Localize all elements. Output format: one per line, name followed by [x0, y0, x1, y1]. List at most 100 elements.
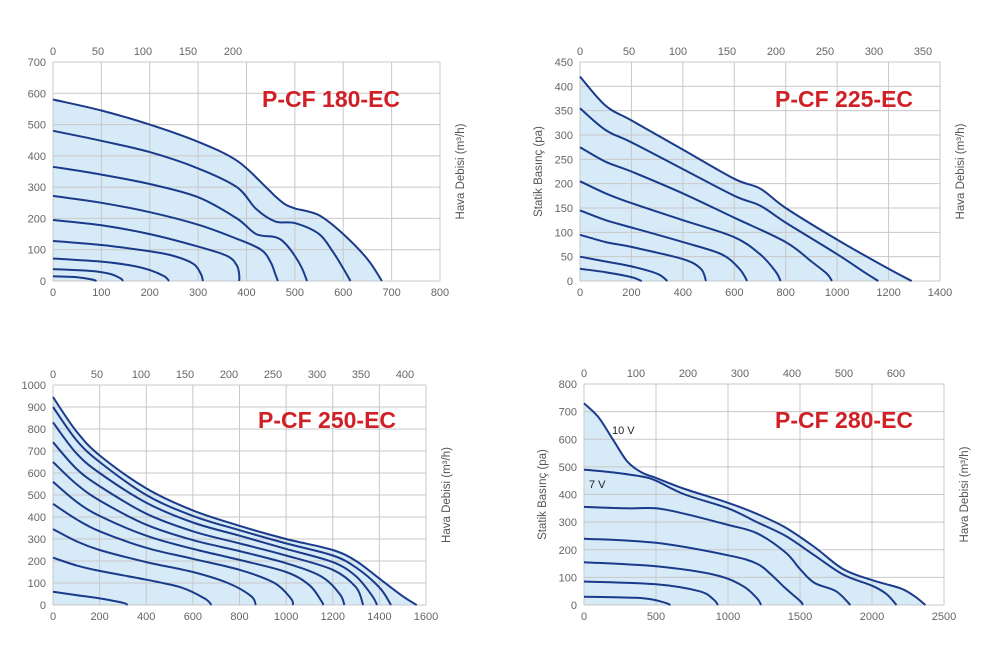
top-tick-label: 50	[623, 46, 635, 58]
top-tick-label: 50	[92, 46, 104, 58]
operating-area-fill	[580, 76, 912, 281]
x-tick-label: 400	[674, 287, 692, 299]
top-tick-label: 500	[835, 368, 853, 380]
x-tick-label: 500	[286, 287, 304, 299]
top-tick-label: 400	[396, 369, 414, 381]
y-tick-label: 400	[28, 512, 46, 524]
x-tick-label: 1200	[876, 287, 900, 299]
top-tick-label: 0	[50, 46, 56, 58]
fan-curve-4	[579, 180, 782, 282]
top-tick-label: 150	[176, 369, 194, 381]
top-tick-label: 200	[220, 369, 238, 381]
top-tick-label: 100	[132, 369, 150, 381]
y-tick-label: 400	[28, 151, 46, 163]
x-tick-label: 700	[382, 287, 400, 299]
y-tick-label: 0	[571, 600, 577, 612]
operating-area-fill	[584, 403, 926, 605]
fan-curve-9	[52, 275, 97, 282]
fan-curve-4	[583, 537, 804, 606]
y-tick-label: 500	[559, 462, 577, 474]
x-tick-label: 100	[92, 287, 110, 299]
fan-curve-7	[52, 257, 170, 282]
x-tick-label: 200	[90, 611, 108, 623]
x-tick-label: 1000	[825, 287, 849, 299]
top-tick-label: 350	[352, 369, 370, 381]
right-axis-label: Hava Debisi (m³/h)	[959, 446, 971, 542]
fan-curve-9	[52, 556, 213, 606]
chart-title: P-CF 250-EC	[258, 407, 396, 433]
y-tick-label: 100	[28, 245, 46, 257]
x-tick-label: 1500	[788, 611, 812, 623]
x-tick-label: 1200	[321, 611, 345, 623]
x-tick-label: 400	[137, 611, 155, 623]
chart-title: P-CF 180-EC	[262, 86, 400, 112]
fan-curve-1	[52, 396, 418, 606]
fan-curve-1	[579, 75, 913, 282]
y-tick-label: 350	[555, 106, 573, 118]
fan-curve-7	[579, 255, 669, 282]
y-tick-label: 250	[555, 154, 573, 166]
fan-curve-2	[579, 107, 879, 282]
y-tick-label: 600	[28, 88, 46, 100]
y-tick-label: 400	[555, 81, 573, 93]
fan-curve-6	[52, 240, 204, 282]
y-axis-label: Statik Basınç (pa)	[537, 449, 549, 540]
y-tick-label: 800	[559, 379, 577, 391]
top-tick-label: 300	[865, 46, 883, 58]
fan-curve-3	[52, 421, 378, 606]
y-tick-label: 200	[555, 179, 573, 191]
fan-curve-10	[52, 590, 129, 606]
x-tick-label: 1000	[716, 611, 740, 623]
top-tick-label: 150	[718, 46, 736, 58]
x-tick-label: 1000	[274, 611, 298, 623]
top-tick-label: 50	[91, 369, 103, 381]
top-tick-label: 100	[669, 46, 687, 58]
fan-curve-5	[52, 461, 346, 606]
right-axis-label: Hava Debisi (m³/h)	[455, 123, 467, 219]
y-tick-label: 0	[40, 600, 46, 612]
y-tick-label: 50	[561, 252, 573, 264]
y-tick-label: 700	[28, 446, 46, 458]
chart-panel-1: 0 100 200 300 400 500 600 700 800010020030040050…	[28, 46, 467, 299]
fan-curve-2	[52, 406, 392, 606]
y-tick-label: 300	[28, 182, 46, 194]
y-tick-label: 0	[40, 276, 46, 288]
right-axis-label: Hava Debisi (m³/h)	[441, 447, 453, 543]
top-tick-label: 250	[816, 46, 834, 58]
y-tick-label: 700	[28, 57, 46, 69]
x-tick-label: 1400	[928, 287, 952, 299]
top-tick-label: 100	[134, 46, 152, 58]
fan-curve-2	[52, 129, 352, 282]
fan-curve-3	[583, 505, 852, 606]
x-tick-label: 400	[237, 287, 255, 299]
top-tick-label: 150	[179, 46, 197, 58]
x-tick-label: 0	[581, 611, 587, 623]
fan-curve-4	[52, 441, 365, 606]
y-tick-label: 200	[559, 545, 577, 557]
x-tick-label: 300	[189, 287, 207, 299]
top-tick-label: 250	[264, 369, 282, 381]
x-tick-label: 500	[647, 611, 665, 623]
top-tick-label: 200	[767, 46, 785, 58]
x-tick-label: 0	[577, 287, 583, 299]
top-tick-label: 0	[581, 368, 587, 380]
chart-title: P-CF 280-EC	[775, 407, 913, 433]
x-tick-label: 2000	[860, 611, 884, 623]
voltage-annotation: 7 V	[589, 479, 606, 491]
fan-curve-2	[583, 468, 898, 606]
fan-curve-3	[52, 165, 308, 282]
top-tick-label: 0	[577, 46, 583, 58]
fan-curve-4	[52, 194, 279, 282]
top-tick-label: 200	[224, 46, 242, 58]
x-tick-label: 2500	[932, 611, 956, 623]
x-tick-label: 600	[725, 287, 743, 299]
fan-curve-5	[579, 209, 748, 282]
y-tick-label: 800	[28, 424, 46, 436]
y-tick-label: 300	[28, 534, 46, 546]
top-tick-label: 350	[914, 46, 932, 58]
y-tick-label: 200	[28, 213, 46, 225]
top-tick-label: 600	[887, 368, 905, 380]
y-tick-label: 300	[555, 130, 573, 142]
x-tick-label: 1600	[414, 611, 438, 623]
